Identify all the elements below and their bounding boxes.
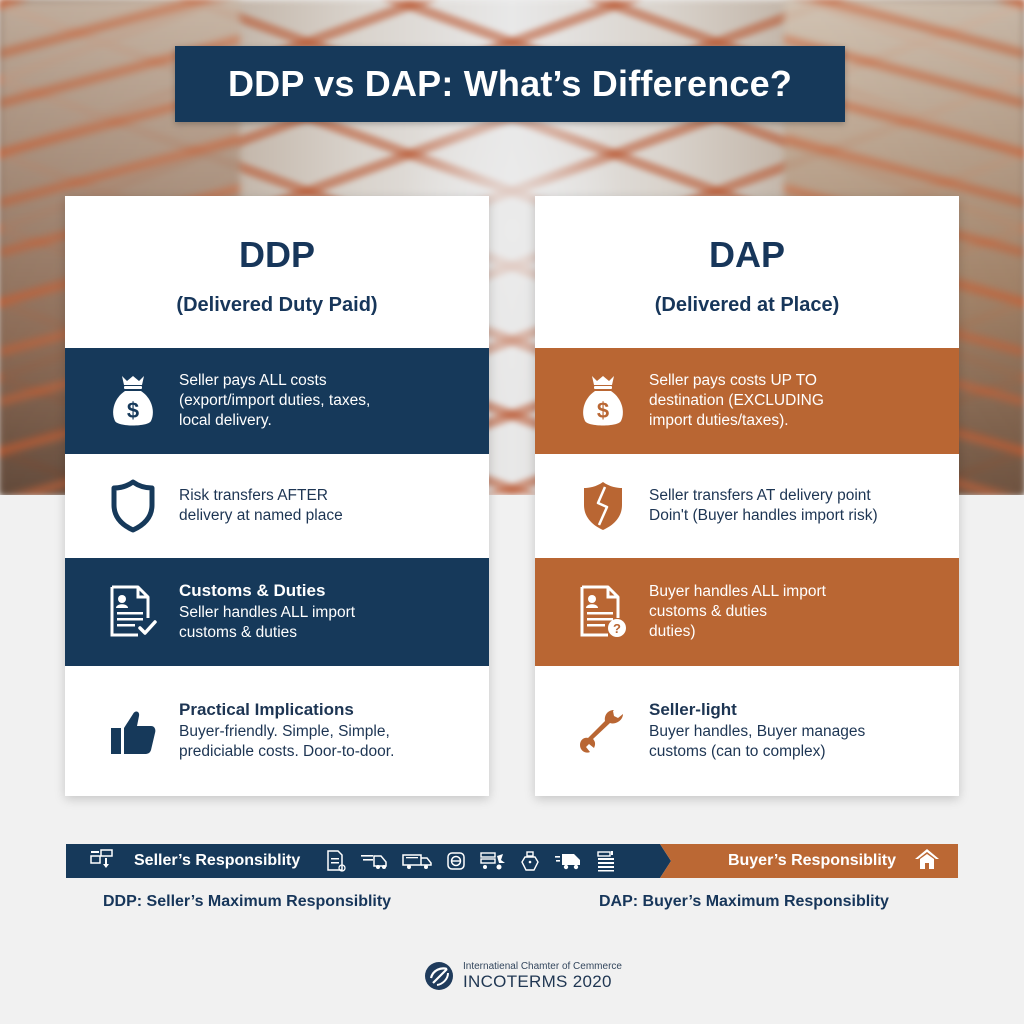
buyer-responsibility-segment: Buyer’s Responsiblity <box>660 844 958 878</box>
icc-logo-icon <box>425 962 453 990</box>
dap-implications-line-2: customs (can to complex) <box>649 743 826 760</box>
dap-risk-line-1: Seller transfers AT delivery point <box>649 487 871 504</box>
ddp-costs-line-2: (export/import duties, taxes, <box>179 392 371 409</box>
money-bag-icon: $ <box>573 371 633 431</box>
dap-customs-line-1: Buyer handles ALL import <box>649 583 826 600</box>
invoice-icon <box>596 850 616 872</box>
dap-costs-line-3: import duties/taxes). <box>649 412 789 429</box>
page-title: DDP vs DAP: What’s Difference? <box>227 63 793 104</box>
export-docs-icon <box>90 848 114 874</box>
title-banner: DDP vs DAP: What’s Difference? <box>175 46 845 122</box>
dap-costs-line-2: destination (EXCLUDING <box>649 392 824 409</box>
svg-text:$: $ <box>127 398 139 423</box>
svg-text:?: ? <box>613 621 621 636</box>
footer-brand: INCOTERMS 2020 <box>463 971 612 991</box>
ddp-card-header: DDP (Delivered Duty Paid) <box>65 196 489 348</box>
money-bag-icon: $ <box>103 371 163 431</box>
dap-row-implications: Seller-light Buyer handles, Buyer manage… <box>535 666 959 796</box>
dap-card: DAP (Delivered at Place) $ Seller pays c… <box>535 196 959 796</box>
ddp-costs-line-3: local delivery. <box>179 412 272 429</box>
journey-icons <box>326 850 616 872</box>
dap-risk-line-2: Doin't (Buyer handles import risk) <box>649 507 878 524</box>
loading-dock-icon <box>480 851 506 871</box>
document-check-icon <box>103 582 163 642</box>
ddp-customs-line-2: customs & duties <box>179 624 298 641</box>
seller-responsibility-label: Seller’s Responsiblity <box>134 852 301 869</box>
seller-responsibility-segment: Seller’s Responsiblity <box>66 844 671 878</box>
ddp-caption: DDP: Seller’s Maximum Responsiblity <box>103 893 392 910</box>
buyer-responsibility-label: Buyer’s Responsiblity <box>727 852 896 869</box>
footer-organization: Internatienal Chamter of Cemmerce <box>463 960 622 972</box>
home-icon <box>914 848 940 875</box>
ddp-costs-line-1: Seller pays ALL costs <box>179 372 327 389</box>
package-icon <box>520 851 540 871</box>
ddp-implications-line-2: prediciable costs. Door-to-door. <box>179 743 395 760</box>
dap-row-risk: Seller transfers AT delivery point Doin'… <box>535 454 959 558</box>
dap-card-header: DAP (Delivered at Place) <box>535 196 959 348</box>
document-question-icon: ? <box>573 582 633 642</box>
ddp-customs-line-1: Seller handles ALL import <box>179 604 356 621</box>
ddp-row-implications: Practical Implications Buyer-friendly. S… <box>65 666 489 796</box>
ddp-risk-line-1: Risk transfers AFTER <box>179 487 328 504</box>
broken-shield-icon <box>573 476 633 536</box>
ddp-risk-line-2: delivery at named place <box>179 507 343 524</box>
truck-icon <box>360 852 388 870</box>
wrench-icon <box>573 701 633 761</box>
svg-text:$: $ <box>597 398 609 423</box>
responsibility-bar: Seller’s Responsiblity <box>66 844 958 878</box>
ddp-implications-line-1: Buyer-friendly. Simple, Simple, <box>179 723 390 740</box>
dap-row-customs: ? Buyer handles ALL import customs & dut… <box>535 558 959 666</box>
dap-caption: DAP: Buyer’s Maximum Responsiblity <box>599 893 889 910</box>
ddp-implications-heading: Practical Implications <box>179 700 354 719</box>
ddp-full-name: (Delivered Duty Paid) <box>176 293 378 316</box>
dap-implications-line-1: Buyer handles, Buyer manages <box>649 723 866 740</box>
ddp-abbreviation: DDP <box>238 233 315 275</box>
delivery-van-icon <box>554 852 582 870</box>
dap-costs-line-1: Seller pays costs UP TO <box>649 372 817 389</box>
dap-row-costs: $ Seller pays costs UP TO destination (E… <box>535 348 959 454</box>
customs-seal-icon <box>446 851 466 871</box>
dap-customs-line-3: duties) <box>649 623 696 640</box>
dap-implications-heading: Seller-light <box>649 700 737 719</box>
dap-customs-line-2: customs & duties <box>649 603 768 620</box>
document-icon <box>326 850 346 872</box>
thumbs-up-icon <box>103 701 163 761</box>
dap-full-name: (Delivered at Place) <box>654 293 840 316</box>
footer: Internatienal Chamter of Cemmerce INCOTE… <box>423 960 622 992</box>
shield-icon <box>103 476 163 536</box>
ddp-row-customs: Customs & Duties Seller handles ALL impo… <box>65 558 489 666</box>
ddp-customs-heading: Customs & Duties <box>179 581 326 600</box>
ddp-row-risk: Risk transfers AFTER delivery at named p… <box>65 454 489 558</box>
ddp-row-costs: $ Seller pays ALL costs (export/import d… <box>65 348 489 454</box>
freight-truck-icon <box>402 852 433 870</box>
ddp-card: DDP (Delivered Duty Paid) $ Seller pays … <box>65 196 489 796</box>
dap-abbreviation: DAP <box>708 233 785 275</box>
